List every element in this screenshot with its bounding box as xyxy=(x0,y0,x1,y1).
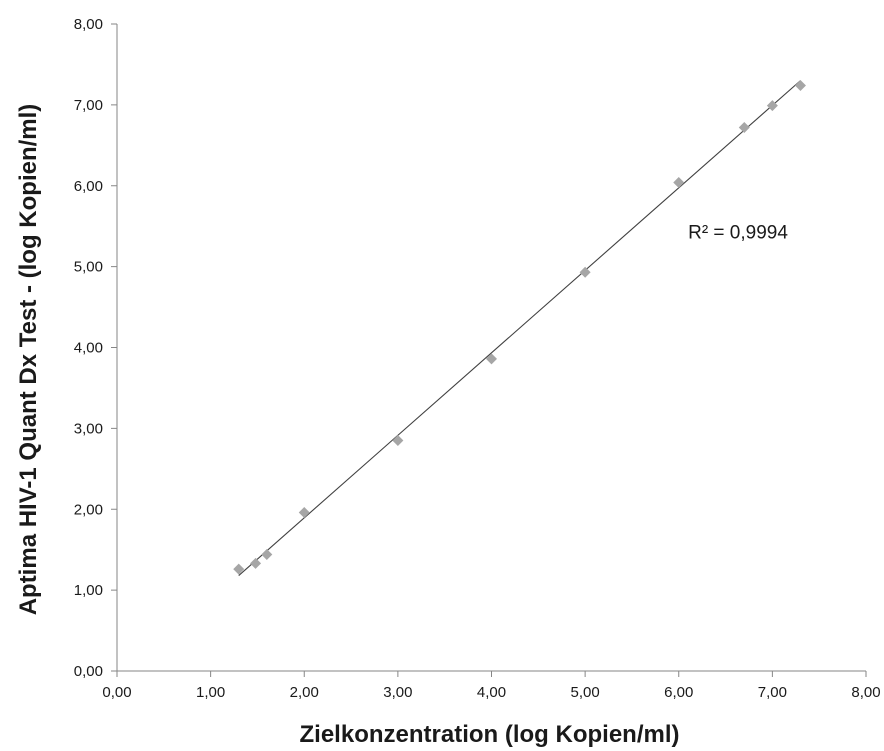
y-axis-tick-labels: 0,00 1,00 2,00 3,00 4,00 5,00 6,00 7,00 8,00 xyxy=(74,16,103,680)
y-tick-label: 3,00 xyxy=(74,420,103,437)
x-axis-tick-labels: 0,00 1,00 2,00 3,00 4,00 5,00 6,00 7,00 8,00 xyxy=(102,684,880,701)
trendline-group xyxy=(238,80,801,576)
x-tick-label: 2,00 xyxy=(290,684,319,701)
y-tick-label: 2,00 xyxy=(74,501,103,518)
y-tick-label: 5,00 xyxy=(74,259,103,276)
y-tick-label: 7,00 xyxy=(74,97,103,114)
x-tick-label: 1,00 xyxy=(196,684,225,701)
data-point xyxy=(250,557,262,569)
data-point xyxy=(392,435,404,447)
r-squared-annotation: R² = 0,9994 xyxy=(688,222,788,243)
y-tick-label: 8,00 xyxy=(74,16,103,33)
data-point xyxy=(794,79,806,91)
data-point xyxy=(261,549,273,561)
x-tick-label: 0,00 xyxy=(102,684,131,701)
x-tick-label: 8,00 xyxy=(851,684,880,701)
x-tick-label: 6,00 xyxy=(664,684,693,701)
x-axis-title: Zielkonzentration (log Kopien/ml) xyxy=(300,721,680,748)
x-tick-label: 4,00 xyxy=(477,684,506,701)
data-point xyxy=(766,100,778,112)
y-axis-title: Aptima HIV-1 Quant Dx Test - (log Kopien… xyxy=(15,104,42,616)
data-point xyxy=(486,353,497,365)
data-point xyxy=(298,506,310,518)
y-tick-label: 1,00 xyxy=(74,582,103,599)
data-points xyxy=(233,79,806,575)
x-tick-label: 7,00 xyxy=(758,684,787,701)
y-tick-label: 6,00 xyxy=(74,178,103,195)
x-tick-label: 5,00 xyxy=(571,684,600,701)
data-point xyxy=(233,563,245,575)
y-tick-label: 0,00 xyxy=(74,663,103,680)
data-point xyxy=(673,177,685,189)
linear-trendline xyxy=(238,80,801,576)
x-tick-label: 3,00 xyxy=(383,684,412,701)
data-point xyxy=(579,266,591,278)
y-tick-label: 4,00 xyxy=(74,340,103,357)
data-point xyxy=(738,122,750,134)
axes xyxy=(111,23,867,677)
